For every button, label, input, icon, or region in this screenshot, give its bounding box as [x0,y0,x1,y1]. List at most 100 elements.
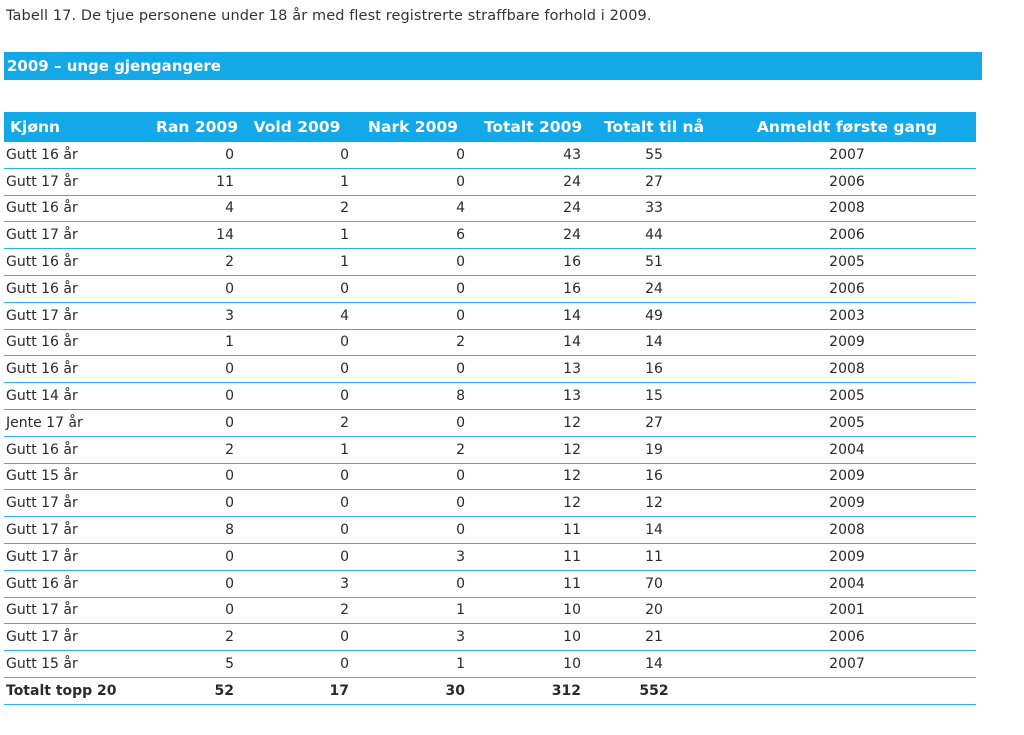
cell-totalt-til-na: 16 [596,355,718,384]
cell-ran: 2 [124,623,238,652]
cell-vold: 1 [238,221,356,250]
table-row: Gutt 16 år 2 1 2 12 19 2004 [4,436,976,464]
total-cell-totalt-2009: 312 [470,677,596,705]
table-row: Gutt 17 år 0 0 3 11 11 2009 [4,543,976,571]
cell-totalt-til-na: 51 [596,248,718,276]
cell-ran: 0 [124,355,238,384]
cell-vold: 2 [238,597,356,625]
cell-ran: 0 [124,275,238,303]
cell-vold: 0 [238,142,356,169]
cell-nark: 0 [356,248,470,276]
header-totalt-til-na: Totalt til nå [596,112,718,142]
total-cell-anmeldt-forste-gang [718,677,976,705]
cell-totalt-til-na: 11 [596,543,718,571]
cell-kjonn: Gutt 16 år [4,355,124,384]
cell-totalt-2009: 12 [470,463,596,491]
cell-vold: 1 [238,436,356,464]
cell-totalt-2009: 10 [470,650,596,678]
cell-totalt-2009: 14 [470,302,596,330]
cell-anmeldt-forste-gang: 2006 [718,221,976,250]
table-row: Gutt 15 år 5 0 1 10 14 2007 [4,650,976,678]
table-row: Gutt 17 år 0 2 1 10 20 2001 [4,597,976,625]
cell-nark: 0 [356,275,470,303]
total-cell-ran: 52 [124,677,238,705]
cell-kjonn: Gutt 16 år [4,436,124,464]
cell-anmeldt-forste-gang: 2006 [718,168,976,196]
cell-nark: 0 [356,302,470,330]
cell-vold: 0 [238,329,356,357]
cell-kjonn: Gutt 14 år [4,382,124,410]
cell-vold: 0 [238,516,356,544]
section-banner: 2009 – unge gjengangere [4,52,982,80]
cell-anmeldt-forste-gang: 2008 [718,195,976,223]
cell-totalt-til-na: 14 [596,650,718,678]
cell-vold: 1 [238,168,356,196]
cell-anmeldt-forste-gang: 2007 [718,142,976,169]
cell-anmeldt-forste-gang: 2009 [718,463,976,491]
table-caption: Tabell 17. De tjue personene under 18 år… [6,8,652,24]
cell-kjonn: Gutt 16 år [4,195,124,223]
cell-ran: 0 [124,570,238,598]
cell-totalt-2009: 24 [470,168,596,196]
cell-kjonn: Gutt 17 år [4,489,124,518]
table-row: Gutt 17 år 11 1 0 24 27 2006 [4,168,976,196]
cell-ran: 11 [124,168,238,196]
cell-totalt-til-na: 44 [596,221,718,250]
table-row: Gutt 17 år 3 4 0 14 49 2003 [4,302,976,330]
cell-anmeldt-forste-gang: 2009 [718,543,976,571]
cell-anmeldt-forste-gang: 2006 [718,275,976,303]
cell-totalt-til-na: 14 [596,516,718,544]
cell-kjonn: Gutt 17 år [4,221,124,250]
cell-vold: 0 [238,355,356,384]
cell-vold: 2 [238,195,356,223]
cell-kjonn: Gutt 16 år [4,248,124,276]
cell-nark: 0 [356,168,470,196]
cell-nark: 0 [356,409,470,437]
cell-vold: 3 [238,570,356,598]
cell-totalt-2009: 43 [470,142,596,169]
cell-nark: 2 [356,329,470,357]
cell-ran: 5 [124,650,238,678]
cell-ran: 8 [124,516,238,544]
cell-totalt-til-na: 19 [596,436,718,464]
cell-totalt-til-na: 33 [596,195,718,223]
cell-nark: 3 [356,623,470,652]
cell-totalt-til-na: 49 [596,302,718,330]
table-row: Gutt 17 år 0 0 0 12 12 2009 [4,489,976,518]
table-row: Gutt 15 år 0 0 0 12 16 2009 [4,463,976,491]
cell-ran: 0 [124,543,238,571]
cell-ran: 1 [124,329,238,357]
cell-totalt-til-na: 21 [596,623,718,652]
cell-totalt-2009: 12 [470,436,596,464]
table-row: Gutt 16 år 0 0 0 13 16 2008 [4,355,976,384]
cell-anmeldt-forste-gang: 2005 [718,248,976,276]
cell-nark: 0 [356,570,470,598]
cell-totalt-2009: 11 [470,570,596,598]
table-row: Gutt 14 år 0 0 8 13 15 2005 [4,382,976,410]
table-body: Gutt 16 år 0 0 0 43 55 2007 Gutt 17 år 11 1 0 24 27 2… [4,142,976,705]
cell-totalt-til-na: 15 [596,382,718,410]
cell-totalt-2009: 10 [470,623,596,652]
cell-vold: 0 [238,489,356,518]
table-row: Gutt 16 år 4 2 4 24 33 2008 [4,195,976,223]
cell-vold: 4 [238,302,356,330]
cell-ran: 14 [124,221,238,250]
cell-anmeldt-forste-gang: 2007 [718,650,976,678]
header-nark-2009: Nark 2009 [356,112,470,142]
header-totalt-2009: Totalt 2009 [470,112,596,142]
total-cell-totalt-til-na: 552 [596,677,718,705]
total-cell-nark: 30 [356,677,470,705]
cell-kjonn: Gutt 17 år [4,543,124,571]
cell-nark: 0 [356,142,470,169]
table-row: Gutt 17 år 2 0 3 10 21 2006 [4,623,976,652]
cell-vold: 0 [238,463,356,491]
table-row: Gutt 16 år 0 3 0 11 70 2004 [4,570,976,598]
cell-totalt-til-na: 27 [596,168,718,196]
cell-kjonn: Gutt 17 år [4,302,124,330]
cell-nark: 8 [356,382,470,410]
cell-anmeldt-forste-gang: 2009 [718,329,976,357]
cell-anmeldt-forste-gang: 2004 [718,436,976,464]
cell-kjonn: Gutt 16 år [4,142,124,169]
cell-kjonn: Gutt 17 år [4,623,124,652]
cell-ran: 0 [124,489,238,518]
